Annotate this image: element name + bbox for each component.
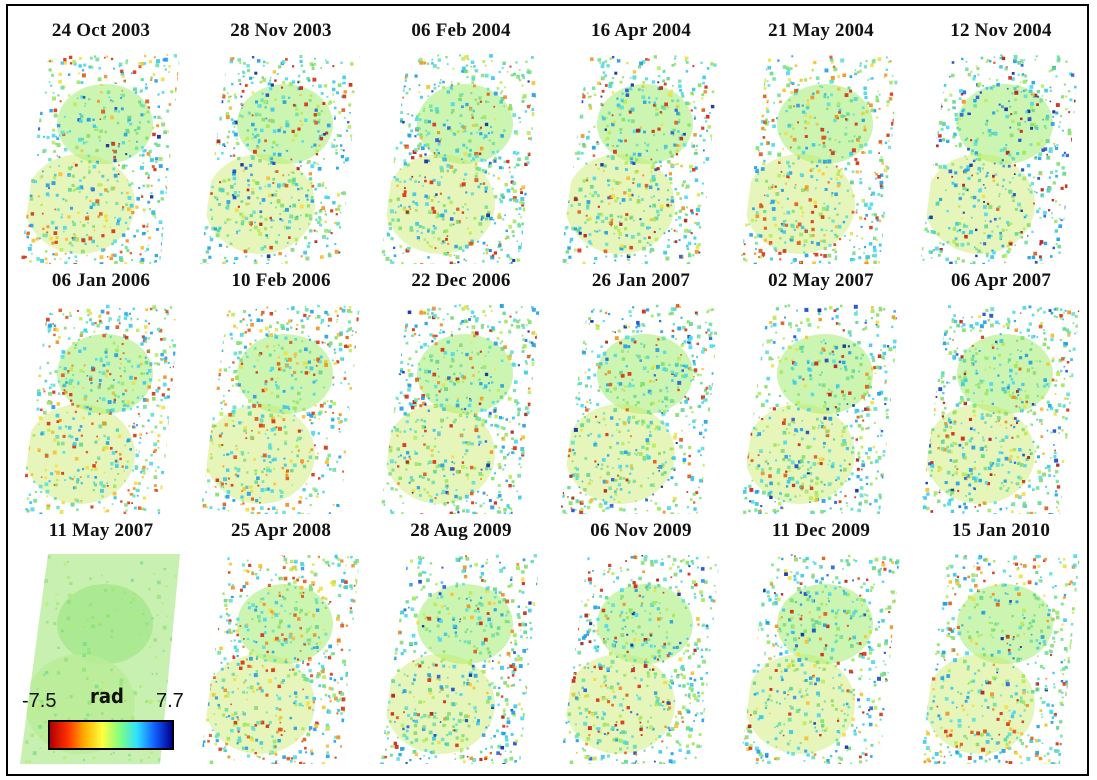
interferogram-panel: 26 Jan 2007 (552, 262, 730, 514)
deformation-map-image (380, 304, 540, 514)
deformation-map-image (560, 554, 720, 764)
deformation-map-image (200, 304, 360, 514)
panel-date-title: 28 Aug 2009 (410, 520, 512, 541)
interferogram-figure: 24 Oct 2003 28 Nov 2003 06 Feb 2004 16 Apr … (6, 4, 1089, 776)
panel-date-title: 02 May 2007 (768, 270, 874, 291)
panel-date-title: 11 May 2007 (48, 520, 154, 541)
panel-date-title: 15 Jan 2010 (951, 520, 1051, 541)
interferogram-panel: 28 Nov 2003 (192, 12, 370, 264)
panel-date-title: 06 Apr 2007 (950, 270, 1052, 291)
interferogram-panel: 21 May 2004 (732, 12, 910, 264)
panel-date-title: 24 Oct 2003 (51, 20, 151, 41)
panel-date-title: 25 Apr 2008 (230, 520, 332, 541)
panel-date-title: 06 Feb 2004 (411, 20, 511, 41)
deformation-map-image (920, 304, 1080, 514)
deformation-map-image (740, 54, 900, 264)
interferogram-panel: 06 Feb 2004 (372, 12, 550, 264)
interferogram-panel: 06 Nov 2009 (552, 512, 730, 764)
deformation-map-image (20, 304, 180, 514)
panel-date-title: 26 Jan 2007 (591, 270, 691, 291)
colorbar-max-label: 7.7 (156, 690, 184, 712)
interferogram-panel: 24 Oct 2003 (12, 12, 190, 264)
panel-date-title: 11 Dec 2009 (771, 520, 871, 541)
deformation-map-image (200, 54, 360, 264)
panel-date-title: 06 Jan 2006 (51, 270, 151, 291)
interferogram-panel: 11 Dec 2009 (732, 512, 910, 764)
panel-date-title: 21 May 2004 (768, 20, 874, 41)
deformation-map-image (380, 54, 540, 264)
interferogram-panel: 16 Apr 2004 (552, 12, 730, 264)
deformation-map-image (740, 554, 900, 764)
interferogram-panel: 06 Apr 2007 (912, 262, 1090, 514)
deformation-map-image (200, 554, 360, 764)
panel-date-title: 16 Apr 2004 (590, 20, 692, 41)
interferogram-panel: 02 May 2007 (732, 262, 910, 514)
panel-date-title: 28 Nov 2003 (230, 20, 332, 41)
interferogram-panel: 06 Jan 2006 (12, 262, 190, 514)
colorbar-gradient (48, 720, 174, 750)
interferogram-panel: 25 Apr 2008 (192, 512, 370, 764)
deformation-map-image (560, 304, 720, 514)
interferogram-panel: 10 Feb 2006 (192, 262, 370, 514)
deformation-map-image (740, 304, 900, 514)
panel-date-title: 22 Dec 2006 (411, 270, 511, 291)
colorbar-unit-label: rad (90, 684, 124, 708)
colorbar: -7.5 rad 7.7 (22, 674, 206, 764)
interferogram-panel: 22 Dec 2006 (372, 262, 550, 514)
deformation-map-image (920, 54, 1080, 264)
panel-date-title: 10 Feb 2006 (231, 270, 331, 291)
deformation-map-image (20, 54, 180, 264)
deformation-map-image (920, 554, 1080, 764)
colorbar-min-label: -7.5 (22, 690, 57, 712)
interferogram-panel: 15 Jan 2010 (912, 512, 1090, 764)
interferogram-panel: 12 Nov 2004 (912, 12, 1090, 264)
panel-date-title: 06 Nov 2009 (590, 520, 692, 541)
panel-date-title: 12 Nov 2004 (950, 20, 1052, 41)
deformation-map-image (560, 54, 720, 264)
interferogram-panel: 28 Aug 2009 (372, 512, 550, 764)
deformation-map-image (380, 554, 540, 764)
